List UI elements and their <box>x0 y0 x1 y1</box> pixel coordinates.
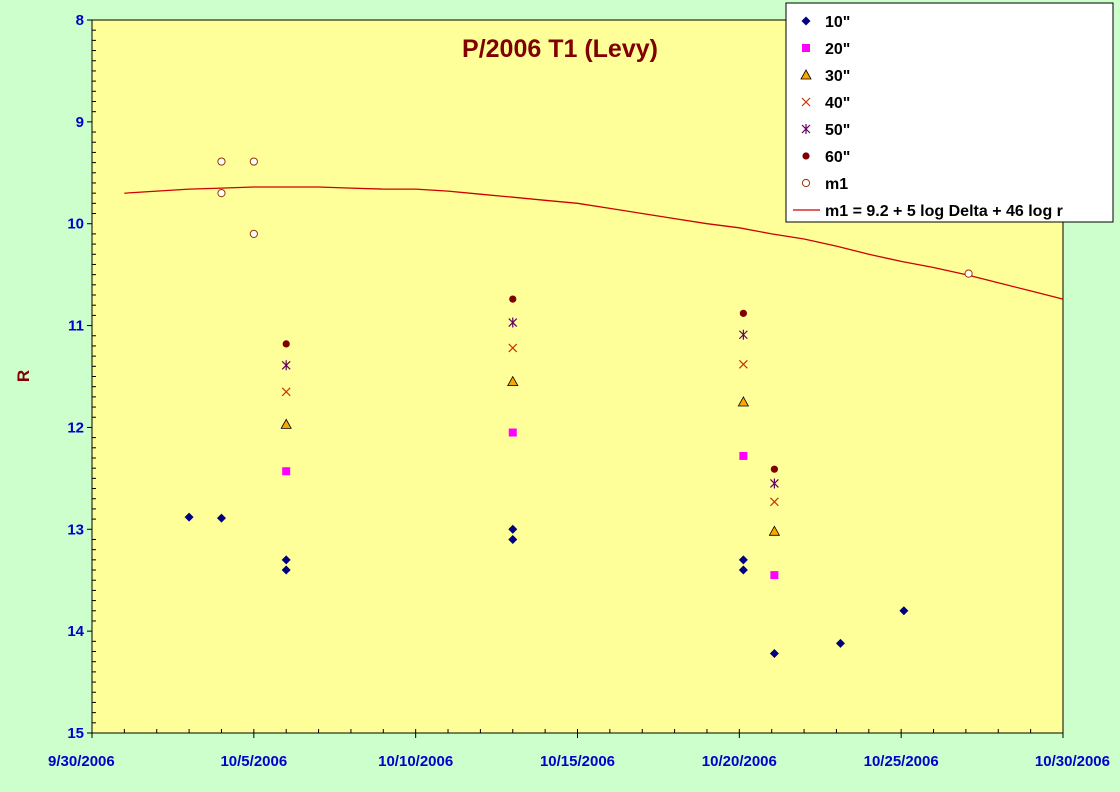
legend-label-20: 20" <box>825 41 850 58</box>
data-point-10-5 <box>508 524 518 534</box>
data-point-20-3 <box>739 451 748 460</box>
data-point-20-1 <box>282 467 291 476</box>
data-point-m1-1 <box>217 157 226 166</box>
legend-marker-60 <box>802 152 810 160</box>
series-line-m1-9-2-5-log-delta-46-log-r <box>124 186 1064 300</box>
legend-marker-50 <box>801 124 811 134</box>
data-point-50-4 <box>769 478 779 489</box>
data-point-50-2 <box>508 317 518 328</box>
y-tick-label: 11 <box>68 318 84 335</box>
data-point-30-2 <box>507 375 519 386</box>
data-point-10-10 <box>835 638 845 648</box>
data-point-m1-3 <box>249 157 258 166</box>
legend-marker-m1 <box>801 178 811 188</box>
legend-label-60: 60" <box>825 149 850 166</box>
legend-box <box>785 2 1114 223</box>
data-point-m1-4 <box>249 229 258 238</box>
y-tick-label: 13 <box>67 521 84 538</box>
y-tick-label: 12 <box>67 419 84 436</box>
data-point-10-4 <box>281 565 291 575</box>
x-tick-label: 9/30/2006 <box>48 753 115 770</box>
data-point-50-1 <box>281 360 291 371</box>
data-point-40-3 <box>738 359 748 369</box>
data-point-60-4 <box>770 465 778 473</box>
data-point-10-6 <box>508 534 518 544</box>
data-point-10-7 <box>738 555 748 565</box>
data-point-10-9 <box>769 649 779 659</box>
data-point-40-2 <box>508 343 518 353</box>
legend: 10" 20" 30" 40" 50" 60" m1 m1 = 9.2 + 5 log Del… <box>785 2 1114 223</box>
data-point-60-2 <box>509 295 517 303</box>
data-point-40-1 <box>281 387 291 397</box>
data-point-10-1 <box>184 512 194 522</box>
legend-marker-10 <box>801 16 811 26</box>
x-tick-label: 10/15/2006 <box>540 753 615 770</box>
legend-label-40: 40" <box>825 95 850 112</box>
data-point-20-4 <box>770 571 779 580</box>
y-tick-label: 15 <box>67 725 84 742</box>
legend-label-m1: m1 <box>825 176 848 193</box>
legend-marker-40 <box>801 97 811 107</box>
chart-title: P/2006 T1 (Levy) <box>462 35 658 63</box>
data-point-30-4 <box>768 525 781 536</box>
legend-label-50: 50" <box>825 122 850 139</box>
data-point-10-11 <box>899 606 909 616</box>
legend-label-m1-9-2-5-log-delta-46-log-r: m1 = 9.2 + 5 log Delta + 46 log r <box>825 203 1063 220</box>
data-point-10-8 <box>738 565 748 575</box>
fit-curve-layer <box>124 186 1064 300</box>
legend-marker-20 <box>802 44 810 52</box>
data-point-60-1 <box>282 340 290 348</box>
legend-label-30: 30" <box>825 68 850 85</box>
y-tick-label: 8 <box>76 12 84 29</box>
x-tick-label: 10/20/2006 <box>702 753 777 770</box>
y-axis-title: R <box>14 370 33 382</box>
data-point-20-2 <box>508 428 517 437</box>
y-tick-label: 9 <box>76 114 84 131</box>
data-points-layer <box>184 157 973 659</box>
data-point-m1-5 <box>964 269 973 278</box>
data-point-30-3 <box>737 396 750 407</box>
x-tick-label: 10/25/2006 <box>864 753 939 770</box>
data-point-10-2 <box>216 513 226 523</box>
legend-label-10: 10" <box>825 14 850 31</box>
x-tick-label: 10/30/2006 <box>1035 753 1110 770</box>
data-point-30-1 <box>280 418 292 429</box>
data-point-60-3 <box>739 309 747 317</box>
axes-layer: 8 9 10 11 12 13 14 15 9/30/2006 10/5/2006 10/10/20… <box>48 12 1110 770</box>
x-tick-label: 10/5/2006 <box>220 753 287 770</box>
data-point-50-3 <box>738 329 748 340</box>
data-point-10-3 <box>281 555 291 565</box>
x-tick-label: 10/10/2006 <box>378 753 453 770</box>
legend-marker-30 <box>800 69 812 80</box>
data-point-m1-2 <box>217 189 226 198</box>
data-point-40-4 <box>769 497 779 507</box>
y-tick-label: 10 <box>67 216 84 233</box>
y-tick-label: 14 <box>67 623 84 640</box>
